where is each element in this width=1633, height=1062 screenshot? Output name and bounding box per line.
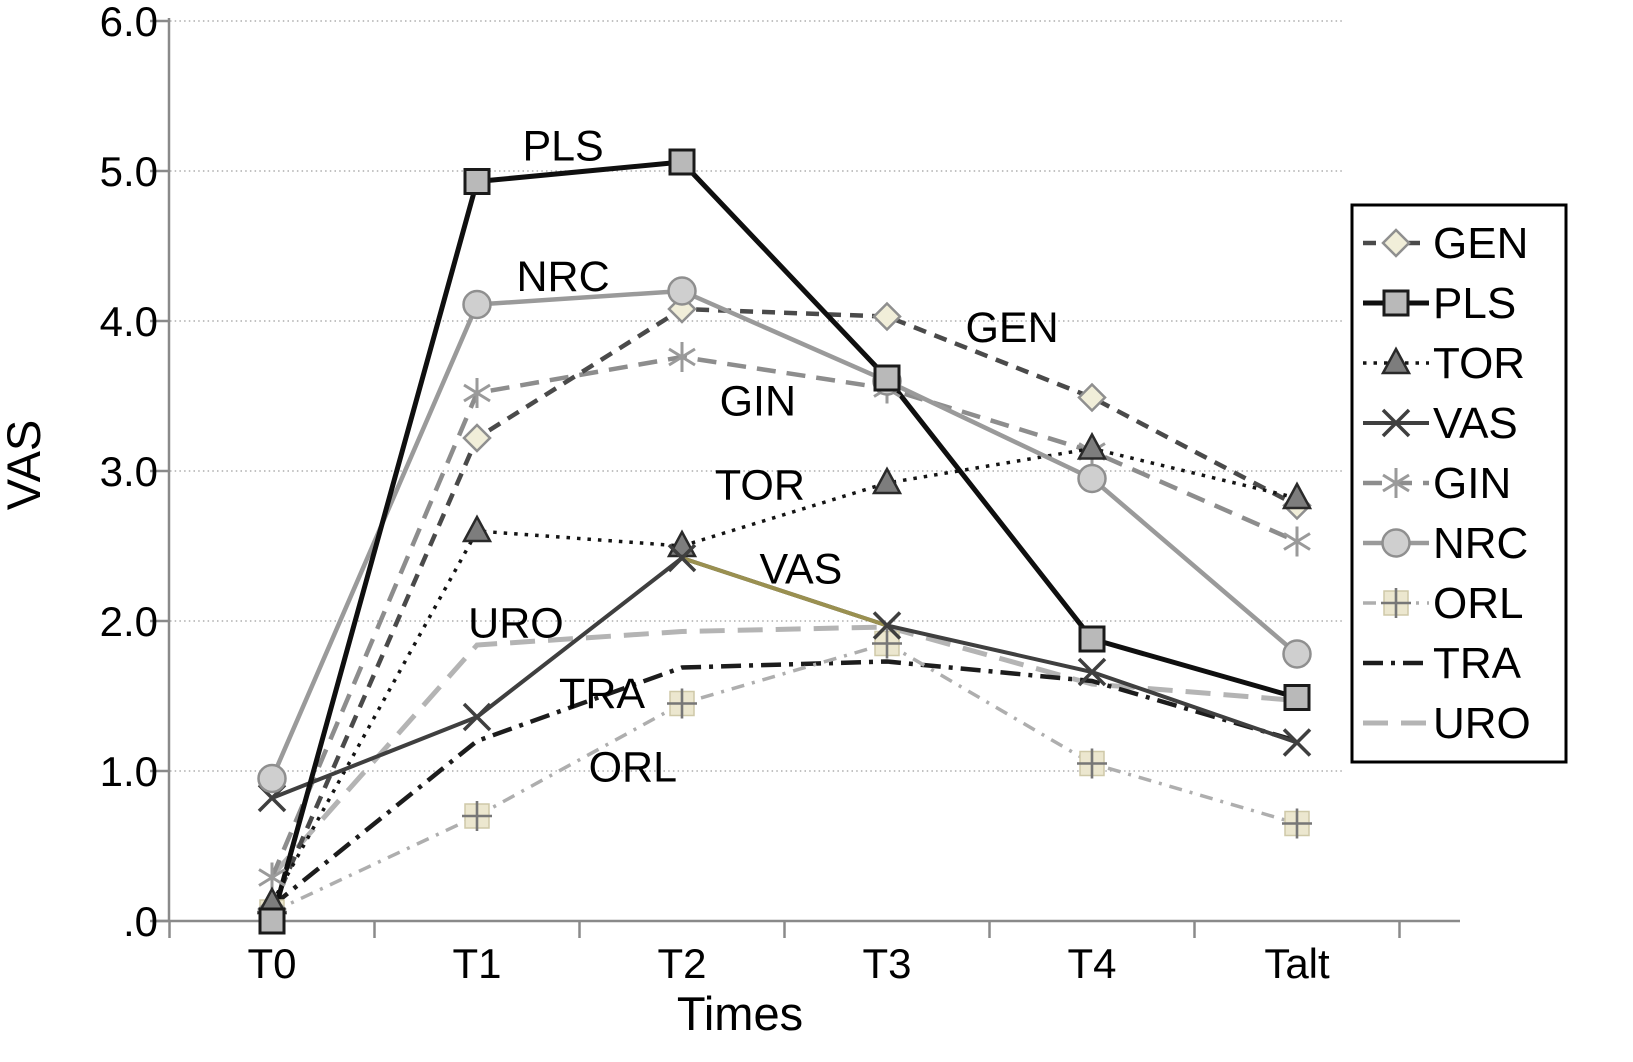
annotation-GEN: GEN [965, 304, 1058, 352]
y-tick-label: 2.0 [100, 598, 158, 645]
legend-label-TOR: TOR [1433, 339, 1525, 388]
x-tick-label: T2 [657, 940, 706, 987]
marker-NRC-T4 [1077, 463, 1107, 494]
x-tick-label: T0 [247, 940, 296, 987]
series-line-TOR [270, 446, 1298, 904]
annotation-PLS: PLS [522, 123, 603, 171]
marker-GEN-T1 [462, 423, 492, 453]
marker-NRC-T2 [667, 276, 697, 306]
marker-PLS-T3 [873, 364, 901, 392]
series-line-GIN [269, 354, 1298, 879]
marker-NRC-T0 [257, 763, 287, 794]
marker-GIN-T2 [668, 347, 696, 367]
y-tick-label: 3.0 [100, 448, 158, 495]
marker-GIN-T1 [463, 383, 491, 403]
y-tick-label: .0 [123, 898, 158, 945]
y-tick-label: 6.0 [100, 0, 158, 45]
series-line-ORL [271, 641, 1298, 914]
marker-GIN-legend [1382, 473, 1410, 493]
marker-GIN-Talt [1283, 532, 1311, 551]
marker-NRC-T1 [462, 289, 492, 320]
y-axis-title: VAS [0, 420, 50, 511]
marker-TOR-T1 [461, 514, 493, 543]
marker-PLS-T0 [258, 907, 286, 935]
legend-label-NRC: NRC [1433, 519, 1528, 568]
annotation-NRC: NRC [517, 253, 610, 301]
marker-TOR-Talt [1281, 481, 1313, 510]
series-line-NRC [269, 288, 1299, 780]
legend-label-URO: URO [1433, 699, 1531, 748]
annotation-GIN: GIN [720, 378, 796, 426]
series-line-GEN [269, 306, 1299, 910]
y-tick-label: 1.0 [100, 748, 158, 795]
x-tick-label: Talt [1264, 940, 1330, 987]
annotation-TOR: TOR [715, 462, 805, 510]
legend-label-ORL: ORL [1433, 579, 1523, 628]
marker-VAS-T3 [872, 611, 902, 640]
series-line-PLS [269, 159, 1298, 922]
x-axis-title: Times [677, 987, 803, 1040]
x-tick-label: T3 [862, 940, 911, 987]
marker-GEN-legend [1381, 228, 1411, 258]
marker-NRC-legend [1381, 528, 1411, 558]
x-tick-label: T4 [1067, 940, 1116, 987]
marker-VAS-legend [1381, 408, 1411, 438]
legend-label-GEN: GEN [1433, 219, 1528, 268]
marker-PLS-Talt [1283, 684, 1311, 711]
marker-VAS-T4 [1077, 657, 1107, 687]
y-tick-label: 5.0 [100, 148, 158, 195]
marker-TOR-legend [1380, 346, 1412, 375]
series-line-TRA [270, 659, 1298, 908]
marker-TOR-T4 [1076, 431, 1108, 460]
annotation-TRA: TRA [559, 670, 645, 718]
annotation-URO: URO [468, 600, 564, 648]
marker-VAS-Talt [1282, 728, 1312, 757]
legend-label-TRA: TRA [1433, 639, 1522, 688]
annotation-VAS: VAS [759, 546, 842, 594]
series-line-VAS-highlight [681, 556, 888, 628]
legend-label-PLS: PLS [1433, 279, 1516, 328]
legend-label-GIN: GIN [1433, 459, 1511, 508]
marker-GEN-T4 [1077, 382, 1107, 413]
y-tick-label: 4.0 [100, 298, 158, 345]
series-line-VAS [271, 555, 1298, 800]
marker-PLS-T1 [463, 168, 491, 195]
marker-VAS-T2 [667, 543, 697, 573]
marker-PLS-T4 [1078, 625, 1106, 653]
series-line-URO [270, 624, 1298, 878]
marker-NRC-Talt [1282, 639, 1312, 669]
marker-VAS-T1 [462, 702, 492, 732]
x-tick-label: T1 [452, 940, 501, 987]
marker-TOR-T3 [871, 466, 903, 495]
marker-PLS-T2 [668, 148, 696, 176]
legend-label-VAS: VAS [1433, 399, 1518, 448]
marker-GEN-T3 [872, 301, 902, 332]
marker-PLS-legend [1382, 289, 1410, 317]
annotation-ORL: ORL [589, 744, 677, 792]
marker-GIN-T0 [258, 868, 286, 887]
